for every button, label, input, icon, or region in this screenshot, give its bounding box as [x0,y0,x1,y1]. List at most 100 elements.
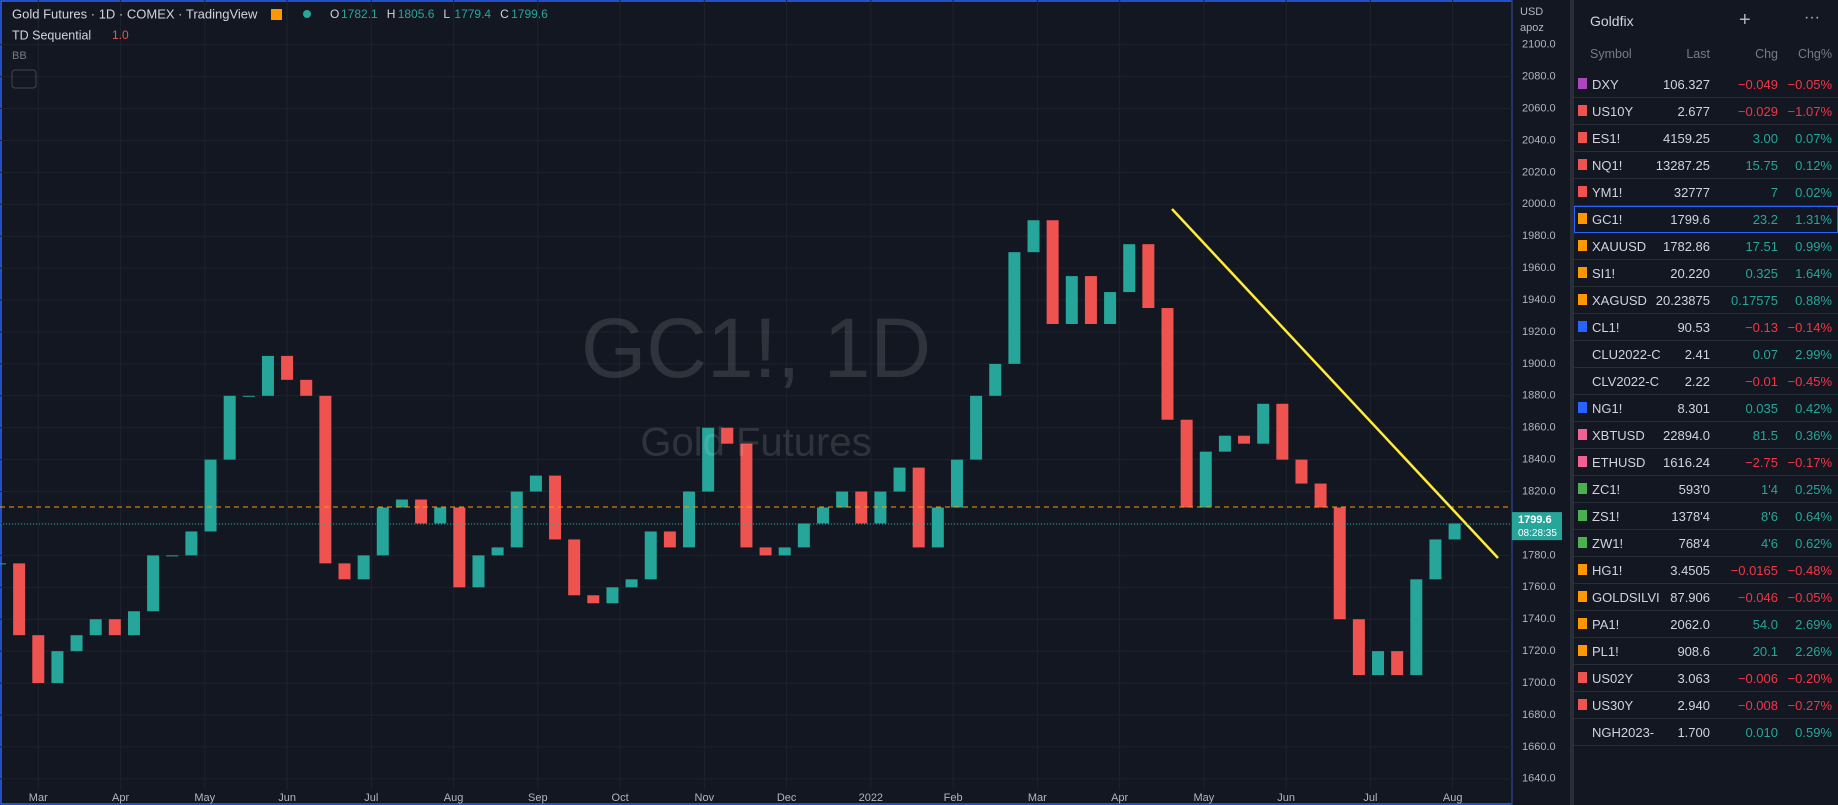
candle [89,619,102,636]
ohlc-value: 1805.6 [398,7,435,21]
watchlist-row[interactable] [1574,98,1838,125]
watchlist-title[interactable]: Goldfix [1590,13,1634,29]
column-header: Last [1686,47,1710,61]
watchlist-row[interactable] [1574,260,1838,287]
candle [127,611,140,636]
watchlist-row[interactable] [1574,557,1838,584]
last: 593'0 [1678,482,1710,497]
candle [319,395,332,564]
unit[interactable]: apoz [1520,22,1544,34]
y-tick-label: 1900.0 [1522,358,1556,370]
watchlist-row[interactable] [1574,665,1838,692]
change-percent: 2.26% [1795,644,1832,659]
watchlist-row[interactable] [1574,719,1838,746]
last: 2.677 [1677,104,1710,119]
flag-icon [271,9,282,20]
symbol-title: Gold Futures · 1D · COMEX · TradingView [12,6,258,21]
watchlist-row[interactable] [1574,71,1838,98]
candle [549,475,562,540]
watermark-symbol: GC1!, 1D [581,301,931,395]
x-tick-label: Aug [1443,792,1463,804]
y-tick-label: 1980.0 [1522,230,1556,242]
change: 7 [1770,185,1778,200]
watchlist-row[interactable] [1574,449,1838,476]
watchlist-row[interactable] [1574,341,1838,368]
candle [529,475,542,492]
watchlist-row[interactable] [1574,692,1838,719]
watchlist-row[interactable] [1574,152,1838,179]
watchlist-row[interactable] [1574,611,1838,638]
add-symbol[interactable]: + [1739,9,1751,31]
flag [1578,672,1587,683]
symbol: US02Y [1592,671,1634,686]
last: 8.301 [1677,401,1710,416]
candle [338,563,351,580]
last: 3.063 [1677,671,1710,686]
candle [606,587,619,604]
change-percent: 1.31% [1795,212,1832,227]
x-tick-label: Sep [528,792,548,804]
flag [1578,186,1587,197]
candle [759,547,772,556]
change-percent: 0.62% [1795,536,1832,551]
candle [510,491,523,548]
candle [491,547,504,556]
watchlist-row[interactable] [1574,287,1838,314]
collapse-button[interactable] [11,69,37,89]
last: 2.940 [1677,698,1710,713]
symbol: DXY [1592,77,1619,92]
currency[interactable]: USD [1520,6,1543,18]
watchlist-row[interactable] [1574,179,1838,206]
watchlist-row[interactable] [1574,503,1838,530]
flag [1578,510,1587,521]
candle [1333,507,1346,620]
more-menu[interactable]: ··· [1804,9,1820,26]
watchlist-row[interactable] [1574,368,1838,395]
watchlist-row[interactable] [1574,125,1838,152]
last: 1616.24 [1663,455,1710,470]
y-tick-label: 1660.0 [1522,741,1556,753]
candle [625,579,638,588]
watchlist-row[interactable] [1574,233,1838,260]
candle [1429,539,1442,580]
change-percent: 0.99% [1795,239,1832,254]
flag [1578,645,1587,656]
y-tick-label: 1760.0 [1522,581,1556,593]
symbol: YM1! [1592,185,1623,200]
candle [204,459,217,532]
candle [32,635,45,684]
symbol: SI1! [1592,266,1616,281]
watchlist-row[interactable] [1574,584,1838,611]
flag [1578,591,1587,602]
watchlist-row[interactable] [1574,638,1838,665]
change-percent: 2.69% [1795,617,1832,632]
symbol: HG1! [1592,563,1623,578]
flag [1578,618,1587,629]
watchlist-row[interactable] [1574,476,1838,503]
y-tick-label: 2000.0 [1522,198,1556,210]
candle [663,531,676,548]
last: 908.6 [1677,644,1710,659]
change: 15.75 [1745,158,1778,173]
watchlist-row[interactable] [1574,314,1838,341]
change: 1'4 [1761,482,1778,497]
watchlist-row[interactable] [1574,206,1838,233]
x-tick-label: Jul [364,792,378,804]
candle [1314,483,1327,508]
bb-label: BB [12,50,27,62]
watchlist-row[interactable] [1574,422,1838,449]
change-percent: −0.05% [1787,77,1832,92]
symbol: ES1! [1592,131,1621,146]
symbol: XBTUSD [1592,428,1645,443]
symbol: CLV2022-C [1592,374,1659,389]
watchlist-row[interactable] [1574,395,1838,422]
candle [1104,292,1117,324]
ohlc-key: C [500,7,509,21]
ohlc-value: 1782.1 [341,7,378,21]
change: 0.010 [1745,725,1778,740]
candle [912,467,925,548]
watchlist-row[interactable] [1574,530,1838,557]
ohlc-value: 1779.4 [454,7,491,21]
candle [778,547,791,556]
change: −0.046 [1737,590,1778,605]
